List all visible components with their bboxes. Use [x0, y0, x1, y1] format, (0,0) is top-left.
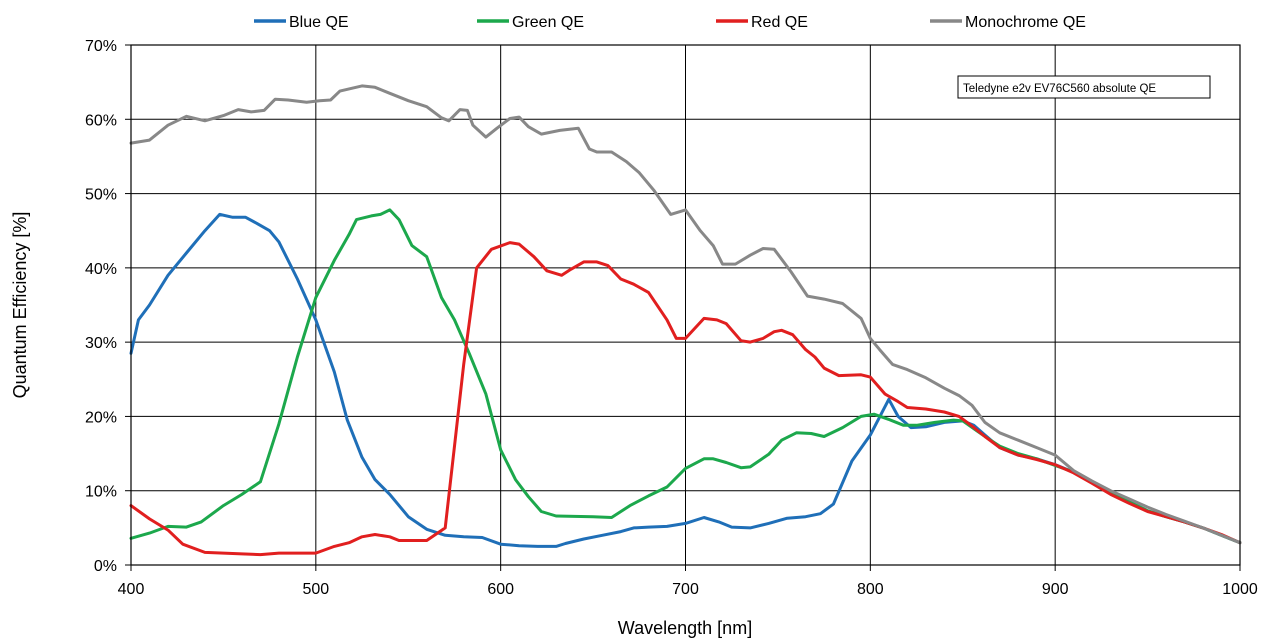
- legend-label-green-qe: Green QE: [512, 14, 584, 31]
- x-axis-title: Wavelength [nm]: [618, 618, 752, 638]
- series-line-red-qe: [129, 241, 1242, 557]
- x-tick-label: 400: [118, 581, 145, 598]
- legend-label-blue-qe: Blue QE: [289, 14, 349, 31]
- legend: Blue QE Green QE Red QE Monochrome QE: [254, 14, 1086, 31]
- gridlines: [130, 44, 1241, 566]
- y-axis-title: Quantum Efficiency [%]: [10, 212, 30, 399]
- y-tick-label: 0%: [94, 558, 117, 575]
- y-tick-label: 30%: [85, 335, 117, 352]
- axes: 400 500 600 700 800 900 1000 0% 10% 20% 30% 40% 50% 6…: [85, 38, 1258, 598]
- x-tick-label: 500: [302, 581, 329, 598]
- y-tick-label: 60%: [85, 112, 117, 129]
- annotation-box: Teledyne e2v EV76C560 absolute QE: [957, 75, 1211, 99]
- y-tick-label: 10%: [85, 484, 117, 501]
- x-tick-label: 700: [672, 581, 699, 598]
- legend-label-red-qe: Red QE: [751, 14, 808, 31]
- y-tick-label: 40%: [85, 261, 117, 278]
- y-tick-label: 20%: [85, 409, 117, 426]
- annotation-frame: [957, 75, 1211, 99]
- legend-label-monochrome-qe: Monochrome QE: [965, 14, 1086, 31]
- series-line-monochrome-qe: [129, 84, 1242, 545]
- x-tick-label: 900: [1042, 581, 1069, 598]
- y-tick-label: 50%: [85, 187, 117, 204]
- y-tick-label: 70%: [85, 38, 117, 55]
- x-tick-label: 800: [857, 581, 884, 598]
- series-lines: [129, 84, 1242, 557]
- x-tick-label: 600: [487, 581, 514, 598]
- x-tick-label: 1000: [1222, 581, 1258, 598]
- annotation-text: Teledyne e2v EV76C560 absolute QE: [963, 83, 1156, 95]
